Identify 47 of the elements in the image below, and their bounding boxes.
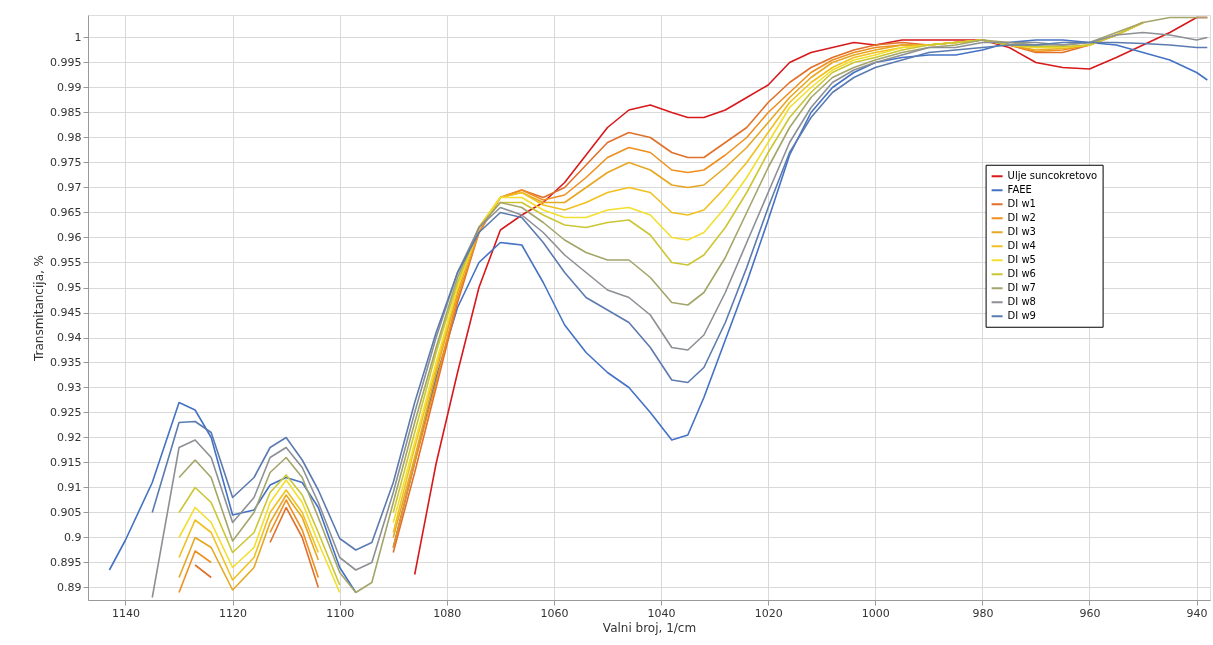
y-tick-label: 0.91 xyxy=(57,481,82,494)
x-tick-label: 1080 xyxy=(433,606,462,620)
y-tick-label: 0.935 xyxy=(50,356,82,369)
y-axis-title: Transmitancija, % xyxy=(32,254,47,363)
legend-label: DI w6 xyxy=(1007,268,1036,280)
y-tick-label: 0.93 xyxy=(57,381,82,394)
x-tick-label: 1060 xyxy=(540,606,569,620)
legend-label: DI w7 xyxy=(1007,282,1036,294)
y-tick-label: 0.89 xyxy=(57,581,82,594)
y-tick-label: 0.985 xyxy=(50,106,82,119)
x-tick-label: 1100 xyxy=(326,606,355,620)
x-tick-label: 940 xyxy=(1186,606,1208,620)
legend-label: DI w9 xyxy=(1007,310,1036,322)
y-tick-label: 0.97 xyxy=(57,181,82,194)
y-tick-label: 0.98 xyxy=(57,131,82,144)
y-tick-label: 0.9 xyxy=(64,531,82,544)
x-tick-label: 960 xyxy=(1079,606,1101,620)
y-tick-label: 0.955 xyxy=(50,256,82,269)
y-tick-label: 0.965 xyxy=(50,206,82,219)
y-tick-label: 0.95 xyxy=(57,281,82,294)
y-tick-label: 1 xyxy=(74,31,82,44)
y-tick-label: 0.945 xyxy=(50,306,82,319)
x-tick-label: 1020 xyxy=(754,606,783,620)
x-axis-title: Valni broj, 1/cm xyxy=(602,620,697,635)
legend-label: DI w2 xyxy=(1007,212,1036,224)
x-tick-label: 1040 xyxy=(647,606,676,620)
y-tick-label: 0.99 xyxy=(57,81,82,94)
y-tick-label: 0.92 xyxy=(57,431,82,444)
y-tick-label: 0.905 xyxy=(50,506,82,519)
legend-label: DI w3 xyxy=(1007,226,1036,238)
legend-label: DI w4 xyxy=(1007,240,1036,252)
x-tick-label: 1120 xyxy=(219,606,248,620)
legend-label: Ulje suncokretovo xyxy=(1007,170,1098,182)
y-tick-label: 0.925 xyxy=(50,406,82,419)
y-tick-label: 0.96 xyxy=(57,231,82,244)
x-tick-label: 1140 xyxy=(111,606,140,620)
y-tick-label: 0.975 xyxy=(50,156,82,169)
y-tick-label: 0.94 xyxy=(57,331,82,344)
y-tick-label: 0.915 xyxy=(50,456,82,469)
legend-label: DI w8 xyxy=(1007,296,1036,308)
x-tick-label: 980 xyxy=(972,606,994,620)
x-tick-label: 1000 xyxy=(861,606,890,620)
legend-label: DI w5 xyxy=(1007,254,1036,266)
y-tick-label: 0.995 xyxy=(50,56,82,69)
y-tick-label: 0.895 xyxy=(50,556,82,569)
legend-label: DI w1 xyxy=(1007,198,1036,210)
legend-label: FAEE xyxy=(1007,184,1032,196)
